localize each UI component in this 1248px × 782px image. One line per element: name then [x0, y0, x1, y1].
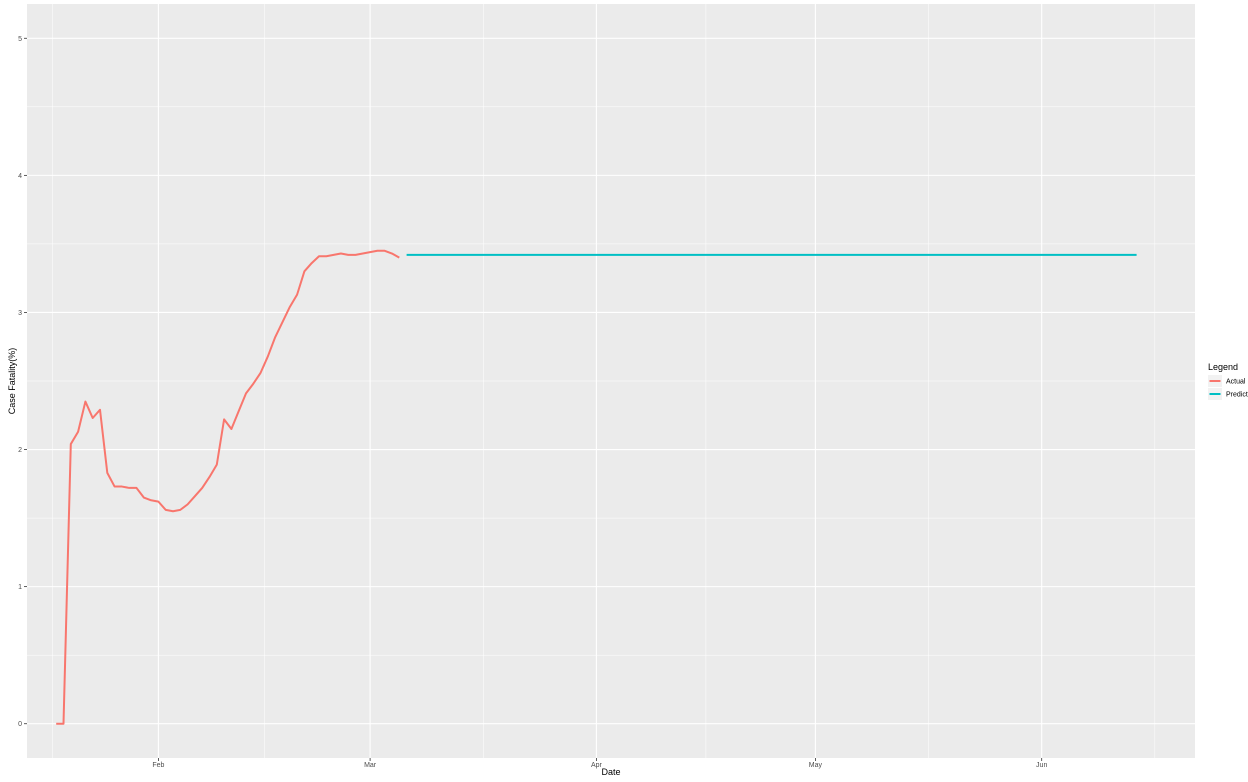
x-tick-label: Mar [364, 762, 377, 769]
legend: Legend Actual Predict [1208, 362, 1248, 400]
x-tick-label: May [809, 762, 823, 769]
grid-minor [27, 4, 1195, 758]
grid-major [27, 4, 1195, 758]
y-tick-label: 5 [18, 36, 22, 43]
y-tick-label: 1 [18, 584, 22, 591]
y-axis-title: Case Fatality(%) [7, 348, 17, 415]
x-axis: Feb Mar Apr May Jun [152, 758, 1047, 769]
y-tick-label: 0 [18, 721, 22, 728]
legend-items: Actual Predict [1208, 375, 1248, 400]
x-tick-label: Apr [591, 762, 603, 769]
series-layer [56, 249, 1137, 725]
x-tick-label: Feb [152, 762, 164, 769]
series-line-actual [56, 249, 400, 725]
legend-title: Legend [1208, 362, 1238, 372]
legend-label-actual: Actual [1226, 379, 1246, 386]
x-tick-label: Jun [1036, 762, 1047, 769]
y-axis: 0 1 2 3 4 5 [18, 36, 27, 728]
legend-label-predict: Predict [1226, 392, 1248, 399]
x-axis-title: Date [601, 767, 620, 777]
y-tick-label: 3 [18, 310, 22, 317]
y-tick-label: 2 [18, 447, 22, 454]
y-tick-label: 4 [18, 173, 22, 180]
